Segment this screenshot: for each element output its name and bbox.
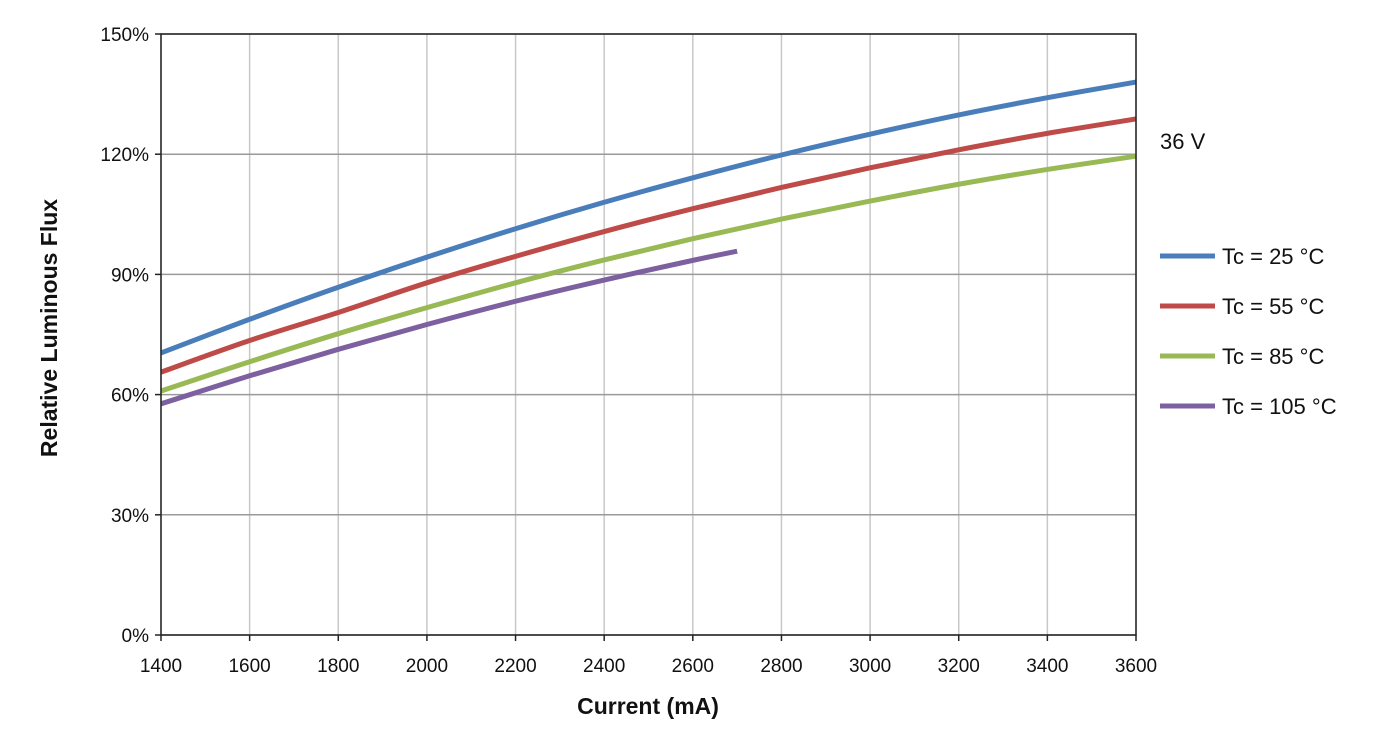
x-tick-label: 3400 bbox=[1026, 656, 1068, 677]
y-tick-labels: 0% 30% 60% 90% 120% 150% bbox=[100, 25, 149, 647]
legend-label: Tc = 25 °C bbox=[1222, 244, 1324, 269]
plot-frame bbox=[160, 33, 1137, 636]
series-line-3 bbox=[160, 248, 738, 407]
y-tick-label: 90% bbox=[111, 265, 149, 286]
y-tick-label: 0% bbox=[122, 626, 150, 647]
x-tick-labels: 1400 1600 1800 2000 2200 2400 2600 2800 3000 3200… bbox=[140, 656, 1157, 677]
x-tick-label: 3600 bbox=[1115, 656, 1157, 677]
voltage-annotation: 36 V bbox=[1160, 129, 1206, 154]
y-tick-label: 60% bbox=[111, 386, 149, 407]
x-tick-label: 2000 bbox=[406, 656, 448, 677]
y-tick-label: 150% bbox=[100, 25, 149, 46]
series-line-1 bbox=[160, 116, 1137, 375]
series-line-2 bbox=[160, 153, 1137, 394]
x-tick-label: 2400 bbox=[583, 656, 625, 677]
x-axis-title: Current (mA) bbox=[577, 693, 719, 719]
series-lines bbox=[160, 79, 1137, 407]
x-tick-label: 1400 bbox=[140, 656, 182, 677]
series-line-0 bbox=[160, 79, 1137, 356]
x-tick-label: 2200 bbox=[494, 656, 536, 677]
legend-label: Tc = 85 °C bbox=[1222, 344, 1324, 369]
x-tick-label: 1800 bbox=[317, 656, 359, 677]
legend-label: Tc = 105 °C bbox=[1222, 394, 1337, 419]
x-tick-label: 2600 bbox=[672, 656, 714, 677]
y-tick-label: 120% bbox=[100, 145, 149, 166]
x-tick-label: 1600 bbox=[228, 656, 270, 677]
y-tick-label: 30% bbox=[111, 506, 149, 527]
legend-label: Tc = 55 °C bbox=[1222, 294, 1324, 319]
x-tick-label: 2800 bbox=[760, 656, 802, 677]
x-tick-label: 3200 bbox=[938, 656, 980, 677]
y-axis-title: Relative Luminous Flux bbox=[36, 199, 62, 457]
gridlines bbox=[155, 33, 1137, 641]
x-tick-label: 3000 bbox=[849, 656, 891, 677]
legend: Tc = 25 °C Tc = 55 °C Tc = 85 °C Tc = 105 °… bbox=[1160, 244, 1337, 419]
